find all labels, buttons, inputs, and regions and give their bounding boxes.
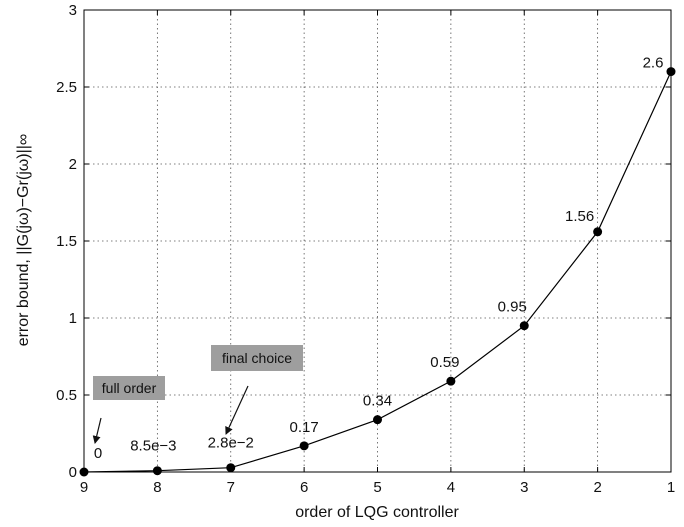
data-label: 0.95 xyxy=(498,299,527,316)
data-label: 2.6 xyxy=(643,55,664,72)
annotation-text: final choice xyxy=(222,350,292,366)
ticks: 9 8 7 6 5 4 3 2 1 0 0.5 1 1.5 2 2.5 3 xyxy=(56,2,675,496)
x-axis-label: order of LQG controller xyxy=(295,504,459,521)
data-point xyxy=(446,376,456,386)
x-tick-label: 8 xyxy=(153,479,161,496)
y-tick-label: 0 xyxy=(69,464,77,481)
annotation-arrow xyxy=(92,417,102,444)
series xyxy=(79,67,676,477)
y-tick-label: 1 xyxy=(69,310,77,327)
x-tick-label: 9 xyxy=(80,479,88,496)
y-tick-label: 2.5 xyxy=(56,79,77,96)
data-label: 0.17 xyxy=(290,419,319,436)
data-label: 0 xyxy=(94,445,102,462)
x-tick-label: 5 xyxy=(373,479,381,496)
grid xyxy=(84,10,671,472)
x-tick-label: 3 xyxy=(520,479,528,496)
annotation-text: full order xyxy=(102,380,157,396)
x-tick-label: 1 xyxy=(667,479,675,496)
data-label: 1.56 xyxy=(565,208,594,225)
annotation-box xyxy=(93,376,165,400)
x-tick-label: 6 xyxy=(300,479,308,496)
x-tick-label: 2 xyxy=(593,479,601,496)
data-point xyxy=(226,463,236,473)
data-label: 2.8e−2 xyxy=(208,435,254,452)
y-tick-label: 0.5 xyxy=(56,387,77,404)
data-point xyxy=(79,467,89,477)
data-label: 0.59 xyxy=(430,354,459,371)
data-label: 8.5e−3 xyxy=(130,438,176,455)
annotations: full order final choice xyxy=(92,345,303,444)
x-tick-label: 4 xyxy=(447,479,455,496)
data-point xyxy=(519,321,529,331)
y-axis-label: error bound, ||G(jω)−Gr(jω)||∞ xyxy=(15,134,32,347)
data-point xyxy=(152,466,162,476)
data-point xyxy=(299,441,309,451)
y-tick-label: 3 xyxy=(69,2,77,19)
data-labels: 0 8.5e−3 2.8e−2 0.17 0.34 0.59 0.95 1.56 2.6 xyxy=(94,55,664,462)
data-point xyxy=(666,67,676,77)
annotation-box xyxy=(211,345,303,371)
y-tick-label: 2 xyxy=(69,156,77,173)
y-tick-label: 1.5 xyxy=(56,233,77,250)
annotation-arrow xyxy=(225,385,249,435)
data-label: 0.34 xyxy=(363,393,392,410)
x-tick-label: 7 xyxy=(227,479,235,496)
data-point xyxy=(373,415,382,425)
data-point xyxy=(593,227,603,237)
